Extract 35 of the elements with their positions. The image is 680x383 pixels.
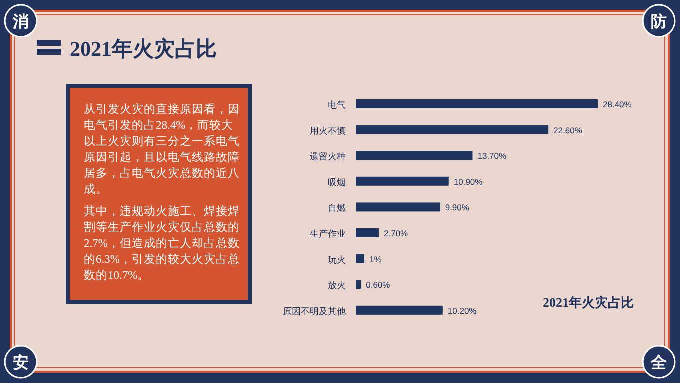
- bar: [356, 125, 549, 134]
- data-label: 2.70%: [384, 228, 409, 238]
- bar: [356, 228, 380, 238]
- text: 消: [12, 13, 29, 31]
- y-tick-label: 放火: [328, 280, 346, 291]
- data-label: 10.90%: [454, 176, 484, 187]
- bar: [356, 176, 449, 186]
- text: 防: [651, 13, 667, 31]
- y-tick-label: 原因不明及其他: [283, 306, 346, 316]
- data-label: 13.70%: [478, 151, 508, 162]
- bar: [356, 254, 365, 264]
- text: 2021年火灾占比: [70, 37, 217, 61]
- y-tick-label: 遗留火种: [310, 152, 346, 162]
- bar: [356, 202, 440, 212]
- data-label: 22.60%: [554, 125, 583, 136]
- text: 其中，违规动火施工、焊接焊割等生产作业火灾仅占总数的2.7%，但造成的亡人却占总数的6.3%，引发的较大火灾占总数的10.7%。: [84, 204, 241, 284]
- y-tick-label: 吸烟: [328, 177, 346, 188]
- text: 安: [13, 353, 29, 372]
- data-label: 1%: [370, 254, 382, 264]
- y-tick-label: 电气: [328, 100, 346, 110]
- data-label: 0.60%: [366, 280, 391, 290]
- data-label: 28.40%: [603, 100, 632, 110]
- y-tick-label: 玩火: [328, 254, 346, 265]
- y-tick-label: 自燃: [328, 203, 346, 214]
- text: 全: [650, 354, 668, 372]
- y-tick-label: 生产作业: [310, 229, 346, 239]
- data-label: 10.20%: [448, 306, 478, 316]
- bar: [356, 306, 443, 315]
- data-label: 9.90%: [445, 202, 470, 213]
- bar: [356, 280, 362, 290]
- annotation: 2021年火灾占比: [543, 295, 634, 310]
- y-tick-label: 用火不慎: [310, 126, 346, 136]
- bar: [356, 100, 598, 108]
- text: 从引发火灾的直接原因看，因电气引发的占28.4%，而较大以上火灾则有三分之一系电气原因引起，且以电气线路故障居多，占电气火灾总数的近八成。: [84, 102, 241, 198]
- bar: [356, 151, 473, 160]
